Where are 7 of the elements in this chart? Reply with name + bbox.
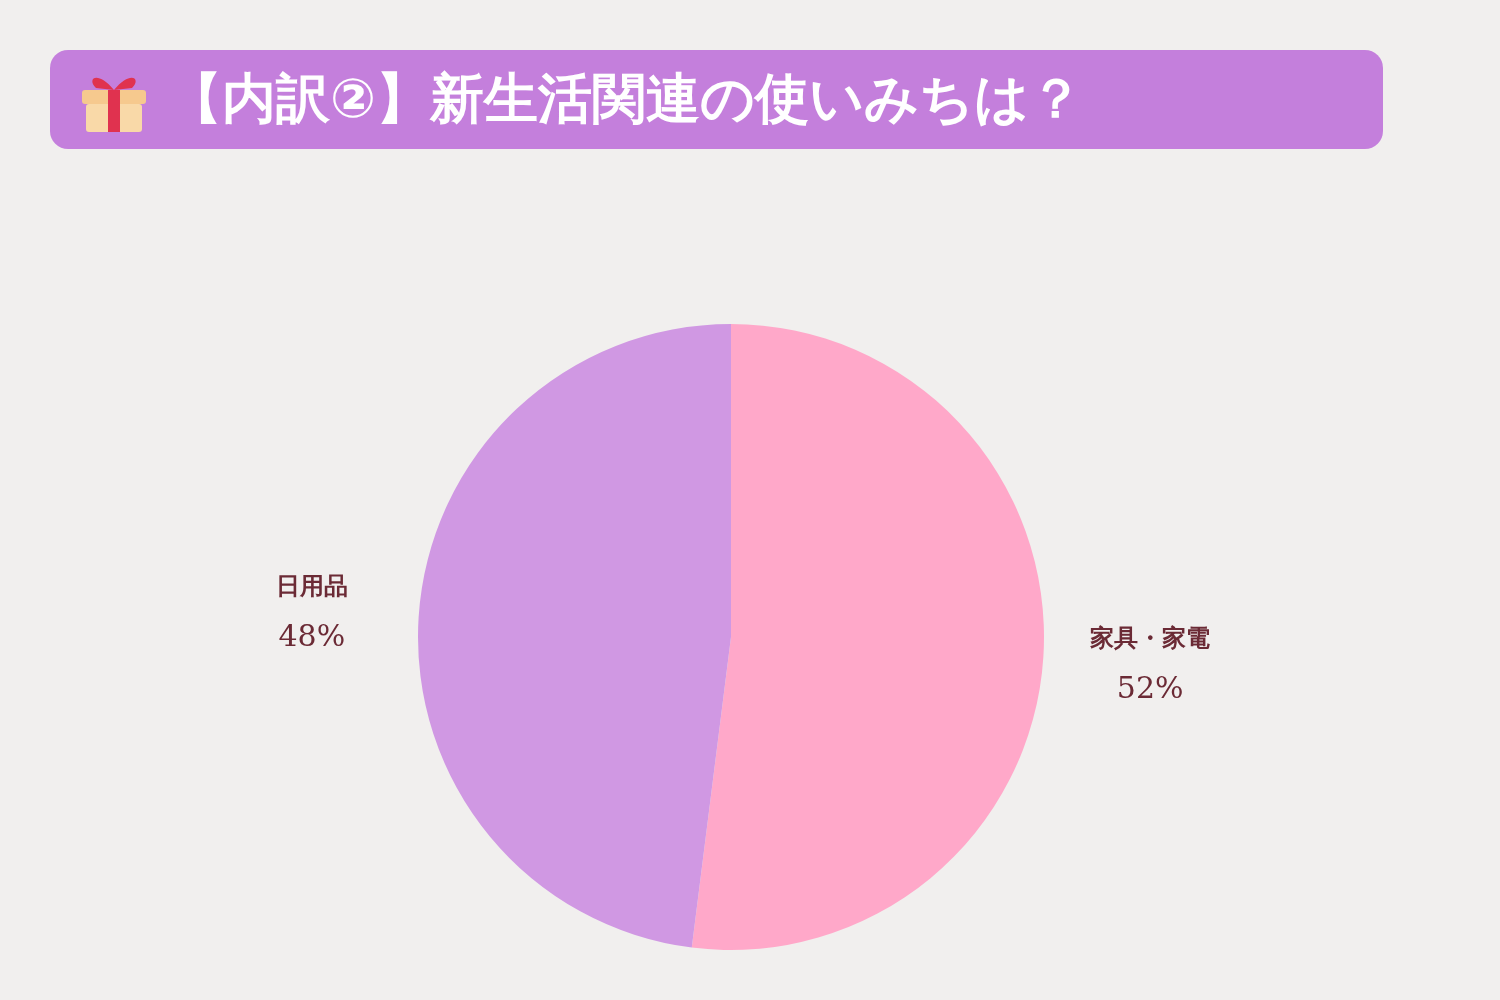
pie-slice — [691, 324, 1044, 950]
slice-label: 日用品 — [275, 570, 348, 600]
pie-slice — [418, 324, 731, 948]
slice-label: 家具・家電 — [1089, 623, 1211, 653]
chart-title: 【内訳②】新生活関連の使いみちは？ — [168, 66, 1083, 132]
data-label: 48% — [278, 617, 346, 653]
data-label: 52% — [1116, 670, 1184, 706]
